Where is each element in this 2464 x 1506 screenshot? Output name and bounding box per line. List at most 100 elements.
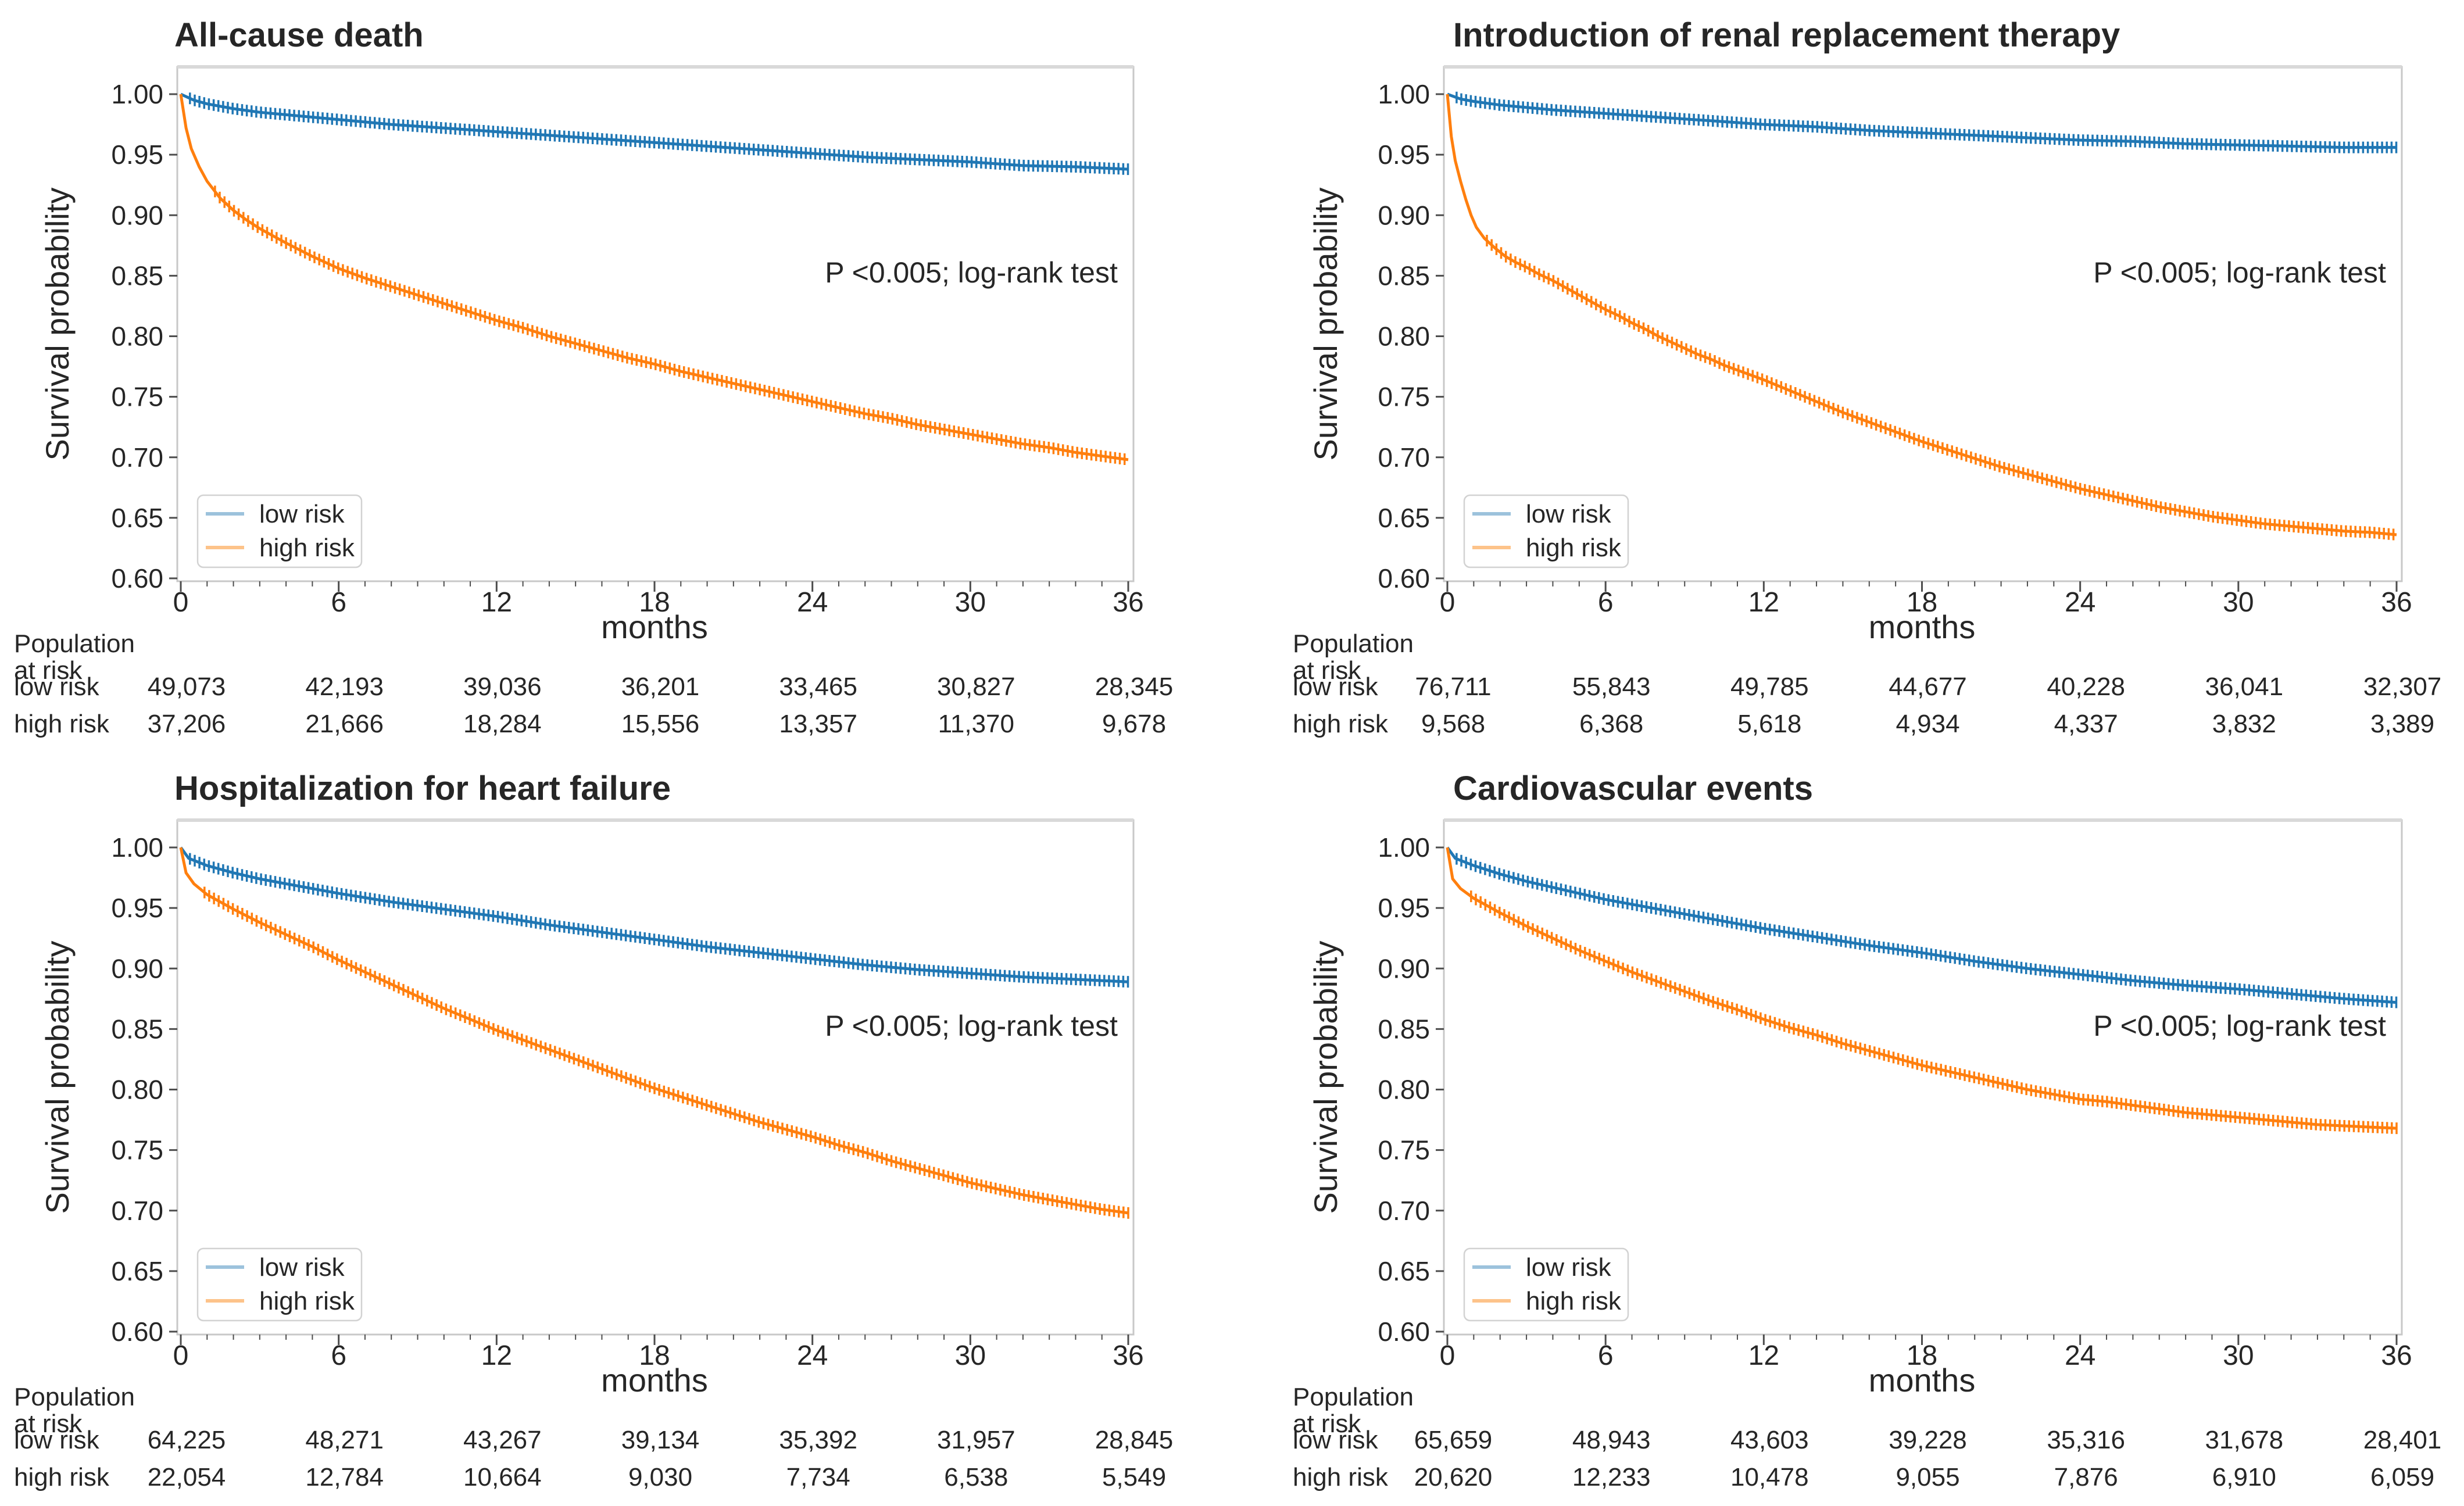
table-row-label: high risk: [14, 1463, 110, 1491]
x-tick-label: 6: [331, 587, 346, 618]
p-value-annotation: P <0.005; log-rank test: [825, 1010, 1118, 1042]
x-tick-label: 0: [1440, 1340, 1455, 1371]
x-axis-label: months: [601, 1362, 708, 1398]
censor-ticks: [1455, 853, 2398, 1008]
survival-line: [179, 846, 1129, 983]
table-cell: 28,401: [2363, 1426, 2442, 1454]
y-tick-label: 0.90: [111, 200, 163, 230]
y-tick-label: 0.80: [111, 1075, 163, 1105]
survival-plot: All-cause death 1.00 0.95 0.90 0.85 0.80 0.75 0…: [14, 16, 1174, 738]
x-axis-label: months: [1869, 609, 1976, 645]
table-cell: 40,228: [2047, 672, 2125, 701]
y-tick-label: 0.65: [111, 503, 163, 533]
table-cell: 39,134: [621, 1426, 700, 1454]
y-tick-label: 0.95: [111, 139, 163, 170]
y-axis-label: Survival probability: [39, 188, 76, 461]
panel-2: Introduction of renal replacement therap…: [1279, 0, 2464, 753]
x-tick-label: 12: [481, 587, 512, 618]
table-cell: 49,785: [1730, 672, 1809, 701]
table-cell: 48,943: [1572, 1426, 1651, 1454]
legend-label: low risk: [259, 500, 345, 528]
censor-ticks: [1455, 91, 2398, 153]
x-tick-label: 0: [1440, 587, 1455, 618]
legend-label: high risk: [1526, 534, 1622, 562]
y-tick-label: 0.65: [111, 1256, 163, 1286]
x-tick-label: 24: [797, 587, 828, 618]
table-cell: 44,677: [1889, 672, 1967, 701]
table-cell: 12,784: [305, 1463, 384, 1491]
table-cell: 42,193: [305, 672, 384, 701]
table-cell: 28,345: [1095, 672, 1174, 701]
table-row-label: high risk: [1293, 1463, 1389, 1491]
table-cell: 30,827: [937, 672, 1015, 701]
table-cell: 10,664: [463, 1463, 542, 1491]
legend-label: high risk: [259, 1287, 355, 1315]
panel-title: Hospitalization for heart failure: [174, 770, 671, 807]
curve-high-risk: [179, 94, 1129, 465]
y-tick-label: 0.60: [1378, 1317, 1430, 1347]
censor-ticks: [189, 92, 1129, 176]
legend: low risk high risk: [196, 494, 363, 568]
table-cell: 48,271: [305, 1426, 384, 1454]
censor-ticks: [214, 185, 1126, 465]
x-tick-label: 30: [955, 1340, 986, 1371]
table-cell: 9,568: [1421, 710, 1485, 738]
y-tick-label: 0.75: [1378, 1135, 1430, 1165]
y-tick-label: 0.95: [1378, 893, 1430, 923]
table-cell: 32,307: [2363, 672, 2442, 701]
table-cell: 64,225: [148, 1426, 226, 1454]
x-tick-label: 24: [2065, 587, 2095, 618]
x-tick-label: 6: [331, 1340, 346, 1371]
table-cell: 35,392: [779, 1426, 857, 1454]
x-tick-label: 24: [797, 1340, 828, 1371]
legend-label: low risk: [1526, 500, 1612, 528]
table-cell: 39,228: [1889, 1426, 1967, 1454]
y-tick-label: 0.70: [111, 1196, 163, 1226]
table-cell: 22,054: [148, 1463, 226, 1491]
x-tick-label: 36: [2381, 587, 2412, 618]
table-cell: 36,041: [2205, 672, 2284, 701]
survival-line: [1446, 846, 2397, 1004]
panel-4: Cardiovascular events 1.00 0.95 0.90 0.85 0.8…: [1279, 753, 2464, 1506]
y-tick-label: 0.65: [1378, 503, 1430, 533]
y-tick-label: 0.60: [111, 1317, 163, 1347]
p-value-annotation: P <0.005; log-rank test: [2093, 1010, 2386, 1042]
y-tick-label: 0.90: [111, 953, 163, 983]
curve-low-risk: [180, 92, 1129, 176]
table-cell: 11,370: [938, 710, 1014, 738]
population-at-risk-header: Population: [14, 629, 135, 658]
y-tick-label: 1.00: [1378, 79, 1430, 109]
x-tick-label: 18: [639, 587, 670, 618]
y-tick-label: 0.80: [1378, 1075, 1430, 1105]
y-tick-label: 0.70: [111, 442, 163, 473]
panel-title: Cardiovascular events: [1453, 770, 1813, 807]
x-tick-label: 18: [1907, 1340, 1937, 1371]
table-row-label: high risk: [14, 710, 110, 738]
table-cell: 3,389: [2370, 710, 2434, 738]
table-cell: 31,678: [2205, 1426, 2284, 1454]
x-tick-label: 36: [2381, 1340, 2412, 1371]
panel-title: All-cause death: [174, 16, 424, 54]
censor-ticks: [203, 886, 1129, 1219]
table-cell: 31,957: [937, 1426, 1015, 1454]
table-cell: 20,620: [1414, 1463, 1493, 1491]
table-cell: 6,059: [2370, 1463, 2434, 1491]
table-row-label: high risk: [1293, 710, 1389, 738]
y-tick-label: 0.85: [1378, 1014, 1430, 1044]
x-tick-label: 6: [1598, 587, 1614, 618]
censor-ticks: [189, 853, 1129, 988]
legend: low risk high risk: [1463, 1247, 1629, 1322]
x-tick-label: 18: [639, 1340, 670, 1371]
table-cell: 3,832: [2212, 710, 2276, 738]
legend-label: high risk: [1526, 1287, 1622, 1315]
population-at-risk-header: at risk: [1293, 656, 1361, 685]
y-tick-label: 0.80: [1378, 321, 1430, 352]
table-cell: 9,678: [1102, 710, 1166, 738]
y-tick-label: 0.85: [111, 260, 163, 291]
table-cell: 35,316: [2047, 1426, 2125, 1454]
legend-label: low risk: [1526, 1253, 1612, 1282]
table-cell: 13,357: [779, 710, 857, 738]
y-tick-label: 0.60: [1378, 563, 1430, 593]
